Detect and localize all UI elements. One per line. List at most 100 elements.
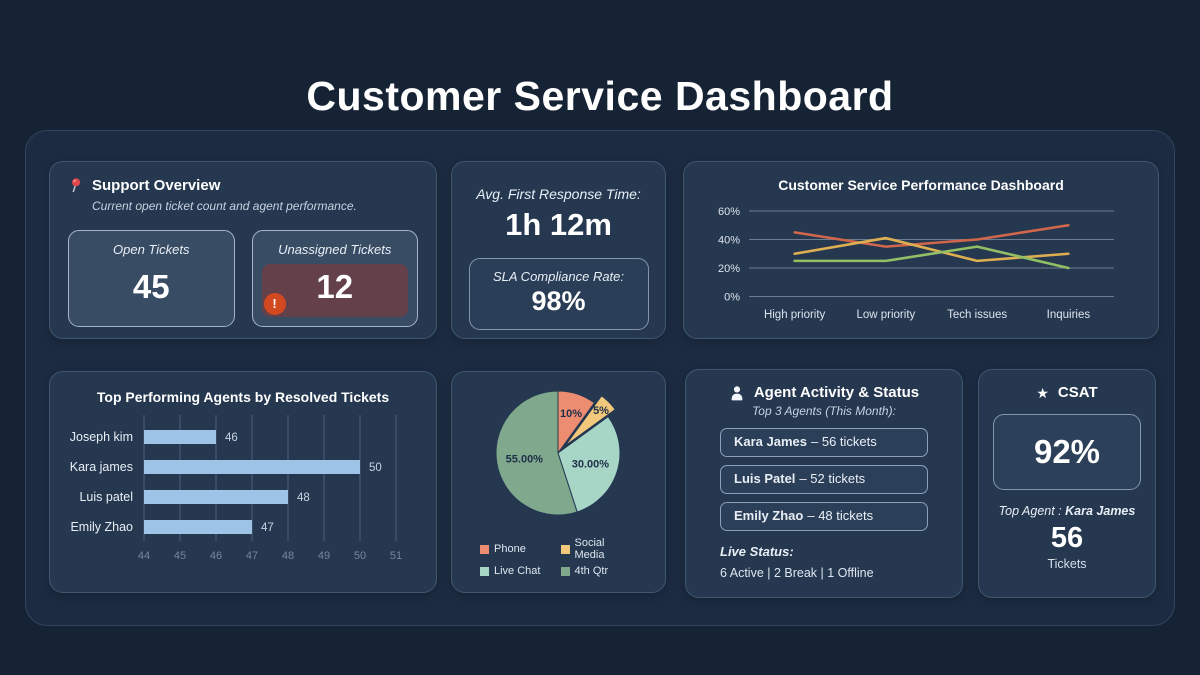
agent-name: Kara James [734, 434, 807, 449]
support-overview-subtitle: Current open ticket count and agent perf… [92, 199, 357, 213]
x-tick-label: 51 [390, 550, 402, 562]
agent-activity-header: Agent Activity & Status [686, 384, 962, 401]
line-chart-title: Customer Service Performance Dashboard [778, 177, 1064, 193]
agent-ticket-count: – 56 tickets [811, 434, 877, 449]
y-tick-label: 0% [724, 292, 740, 304]
y-tick-label: 60% [718, 206, 740, 218]
x-tick-label: 49 [318, 550, 330, 562]
live-status-value: 6 Active | 2 Break | 1 Offline [720, 566, 874, 580]
legend-item: 4th Qtr [560, 565, 638, 577]
live-status-block: Live Status: 6 Active | 2 Break | 1 Offl… [720, 544, 928, 580]
pie-slice-4th-qtr [495, 390, 578, 516]
legend-swatch [480, 544, 489, 554]
legend-label: Social Media [574, 537, 605, 561]
pie-slice-label: 30.00% [572, 459, 610, 471]
agent-list: Kara James – 56 tickets Luis Patel – 52 ti… [720, 428, 928, 531]
unassigned-tickets-card: Unassigned Tickets 12 ! [251, 230, 418, 327]
page-title: Customer Service Dashboard [306, 73, 894, 120]
bar [144, 490, 288, 504]
response-time-panel: Avg. First Response Time: 1h 12m SLA Com… [451, 161, 666, 339]
x-tick-label: 50 [354, 550, 366, 562]
data-line-series-red [793, 223, 1070, 248]
response-time-label: Avg. First Response Time: [476, 186, 641, 202]
bar [144, 520, 252, 534]
csat-tickets-label: Tickets [1047, 557, 1087, 571]
bar-value-label: 46 [225, 432, 238, 444]
bar-category-label: Joseph kim [70, 430, 133, 444]
legend-item: Live Chat [480, 565, 557, 577]
x-category-label: Tech issues [947, 309, 1007, 321]
sla-label: SLA Compliance Rate: [492, 269, 625, 284]
pie-slice-social-media [564, 395, 616, 447]
bar-category-label: Emily Zhao [70, 520, 133, 534]
sla-card: SLA Compliance Rate: 98% [468, 258, 649, 330]
legend-swatch [480, 566, 489, 576]
pie-legend: Phone Social Media Live Chat 4th Qtr [462, 532, 655, 577]
csat-header: ★ CSAT [991, 384, 1143, 401]
response-time-value: 1h 12m [505, 207, 612, 242]
performance-line-chart-panel: Customer Service Performance Dashboard 0… [683, 161, 1159, 339]
dashboard-container: Support Overview Current open ticket cou… [25, 130, 1175, 626]
x-tick-label: 47 [246, 550, 258, 562]
csat-title: CSAT [1057, 384, 1098, 401]
warning-icon: ! [263, 293, 286, 315]
y-tick-label: 40% [718, 235, 740, 247]
bar-chart: 44 45 46 47 48 49 50 51 Joseph kim 46 Kara james 50… [70, 415, 402, 562]
unassigned-tickets-value: 12 [316, 268, 354, 305]
bar-value-label: 50 [369, 462, 382, 474]
bar [144, 430, 216, 444]
agent-list-item: Kara James – 56 tickets [720, 428, 928, 457]
x-category-label: Inquiries [1047, 309, 1091, 321]
csat-tickets-value: 56 [1050, 522, 1084, 554]
support-stat-row: Open Tickets 45 Unassigned Tickets 12 ! [68, 230, 418, 327]
data-line-series-green [793, 245, 1070, 270]
live-status-label: Live Status: [720, 544, 794, 559]
star-icon: ★ [1036, 384, 1049, 401]
legend-label: 4th Qtr [574, 565, 609, 577]
line-chart: 0% 20% 40% 60% High priority Low priority Tech… [718, 206, 1114, 321]
legend-label: Live Chat [494, 565, 541, 577]
top-agents-bar-chart-panel: Top Performing Agents by Resolved Ticket… [49, 371, 437, 593]
open-tickets-value: 45 [132, 268, 170, 305]
bar-chart-title: Top Performing Agents by Resolved Ticket… [96, 389, 390, 405]
unassigned-alert-background [261, 264, 408, 317]
x-tick-label: 45 [174, 550, 186, 562]
legend-item: Phone [480, 537, 557, 561]
bar-value-label: 47 [261, 522, 274, 534]
pushpin-icon [72, 178, 81, 193]
legend-swatch [560, 544, 570, 554]
x-tick-label: 46 [210, 550, 222, 562]
y-tick-label: 20% [718, 263, 740, 275]
channels-pie-chart-panel: 10% 5% 30.00% 55.00% Phone Social Media Live … [451, 371, 666, 593]
agent-ticket-count: – 48 tickets [807, 508, 874, 523]
agent-activity-panel: Agent Activity & Status Top 3 Agents (Th… [685, 369, 963, 598]
csat-panel: ★ CSAT 92% Top Agent : Kara James 56 Tic… [978, 369, 1156, 598]
bar [144, 460, 360, 474]
agent-name: Luis Patel [734, 471, 796, 486]
bar-category-label: Luis patel [79, 490, 133, 504]
agent-name: Emily Zhao [734, 508, 804, 523]
legend-swatch [560, 566, 570, 576]
support-overview-header: Support Overview [68, 177, 418, 194]
support-overview-panel: Support Overview Current open ticket cou… [49, 161, 437, 339]
unassigned-tickets-label: Unassigned Tickets [278, 242, 392, 257]
legend-item: Social Media [560, 537, 638, 561]
x-category-label: High priority [764, 309, 826, 321]
sla-value: 98% [531, 286, 586, 316]
bar-category-label: Kara james [70, 460, 133, 474]
pie-slice-live-chat [557, 415, 621, 513]
agent-activity-title: Agent Activity & Status [753, 384, 920, 401]
pie-slice-label: 55.00% [506, 453, 544, 465]
csat-top-agent-label: Top Agent : [998, 504, 1062, 518]
agent-list-item: Emily Zhao – 48 tickets [720, 502, 928, 531]
agent-list-item: Luis Patel – 52 tickets [720, 465, 928, 494]
agent-activity-subtitle: Top 3 Agents (This Month): [752, 404, 896, 418]
pie-slice-label: 10% [560, 408, 582, 420]
agent-ticket-count: – 52 tickets [799, 471, 866, 486]
open-tickets-card: Open Tickets 45 [68, 230, 235, 327]
x-category-label: Low priority [856, 309, 915, 321]
pie-chart: 10% 5% 30.00% 55.00% [495, 390, 621, 516]
csat-top-agent: Top Agent : Kara James [991, 504, 1143, 518]
csat-top-agent-name: Kara James [1065, 504, 1136, 518]
